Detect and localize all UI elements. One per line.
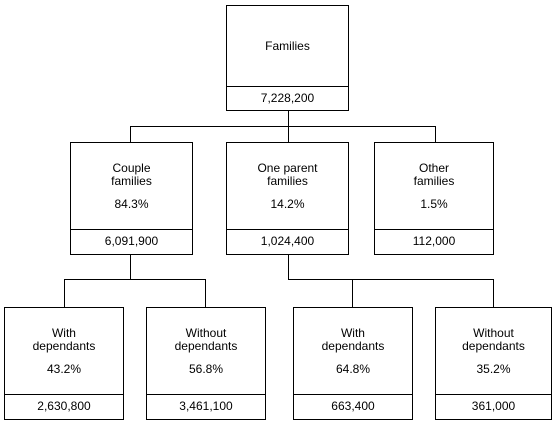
node-other-families-percent: 1.5% <box>420 196 448 211</box>
node-families-value: 7,228,200 <box>260 90 315 105</box>
node-one-parent-with-dependants: With dependants 64.8% 663,400 <box>293 307 413 420</box>
node-one-parent-with-dependants-value: 663,400 <box>331 399 375 413</box>
node-one-parent-with-dependants-percent: 64.8% <box>335 361 371 376</box>
node-other-families-value: 112,000 <box>412 234 456 248</box>
node-one-parent-without-dependants: Without dependants 35.2% 361,000 <box>435 307 552 420</box>
node-families: Families 7,228,200 <box>226 5 349 111</box>
node-couple-families-percent: 84.3% <box>114 196 149 211</box>
node-couple-with-dependants-label: With dependants <box>32 325 96 353</box>
node-couple-without-dependants-label: Without dependants <box>174 325 238 353</box>
node-other-families-label: Other families <box>413 160 455 188</box>
node-one-parent-families: One parent families 14.2% 1,024,400 <box>226 142 349 255</box>
node-couple-families-label: Couple families <box>111 160 152 188</box>
node-couple-with-dependants: With dependants 43.2% 2,630,800 <box>4 307 124 420</box>
node-one-parent-without-dependants-label: Without dependants <box>462 325 525 353</box>
node-couple-without-dependants: Without dependants 56.8% 3,461,100 <box>146 307 266 420</box>
node-one-parent-families-label: One parent families <box>257 160 318 188</box>
node-couple-without-dependants-percent: 56.8% <box>188 361 224 376</box>
node-couple-without-dependants-value: 3,461,100 <box>179 399 233 413</box>
node-couple-families-value: 6,091,900 <box>104 234 159 248</box>
node-other-families: Other families 1.5% 112,000 <box>374 142 494 255</box>
node-couple-with-dependants-percent: 43.2% <box>46 361 82 376</box>
node-one-parent-with-dependants-label: With dependants <box>321 325 385 353</box>
node-couple-with-dependants-value: 2,630,800 <box>37 399 91 413</box>
node-families-label: Families <box>265 38 310 53</box>
node-one-parent-families-percent: 14.2% <box>270 196 305 211</box>
node-one-parent-without-dependants-percent: 35.2% <box>476 361 511 376</box>
node-one-parent-without-dependants-value: 361,000 <box>471 399 516 413</box>
node-one-parent-families-value: 1,024,400 <box>260 234 315 248</box>
node-couple-families: Couple families 84.3% 6,091,900 <box>70 142 193 255</box>
